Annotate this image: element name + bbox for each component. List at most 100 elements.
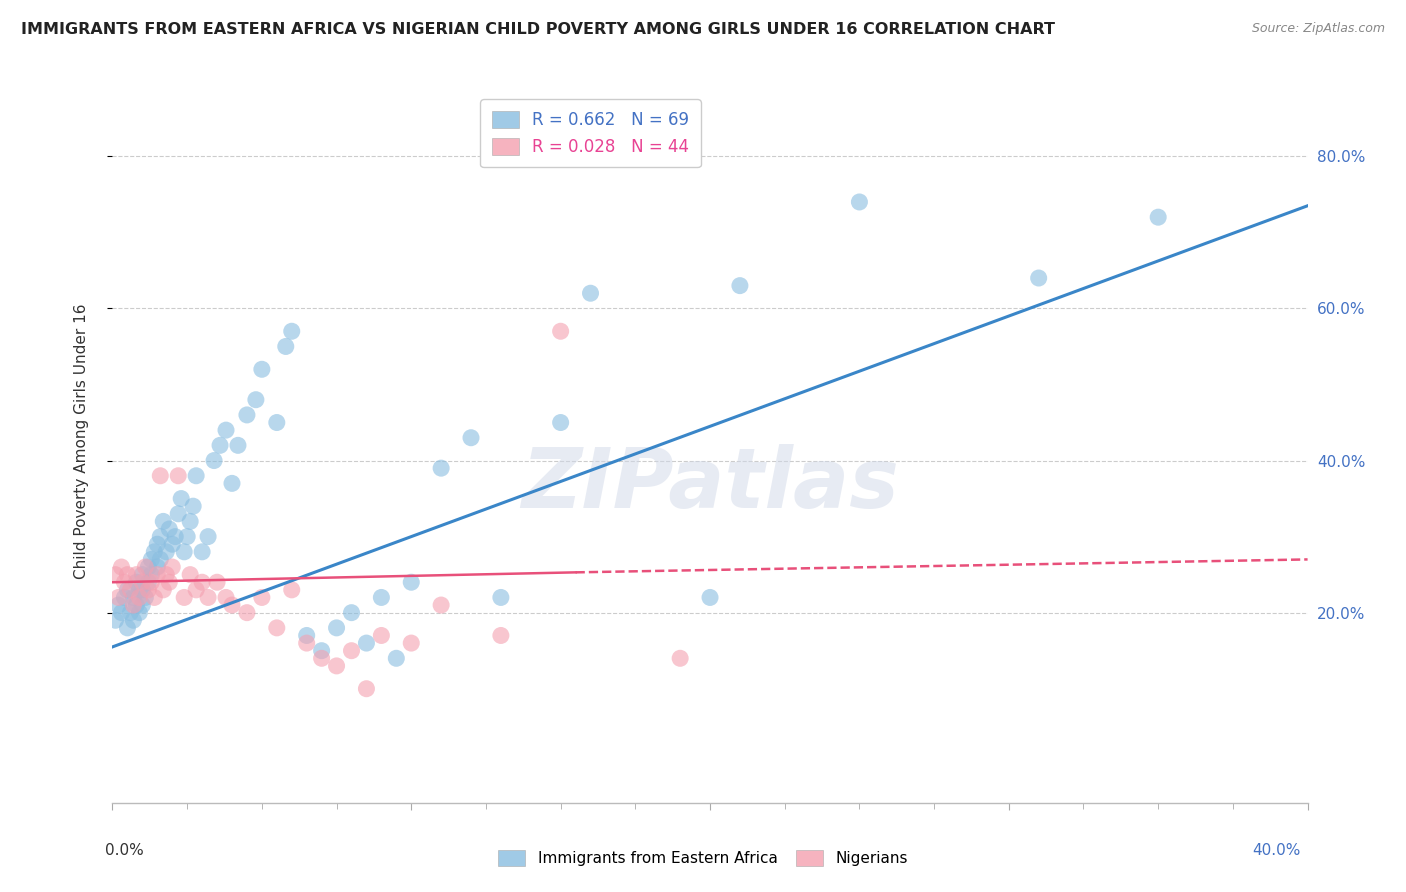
Point [149, 530, 172, 544]
Point [401, 575, 423, 590]
Point [114, 591, 135, 605]
Point [134, 560, 156, 574]
Point [138, 575, 160, 590]
Point [205, 575, 228, 590]
Point [128, 591, 150, 605]
Point [128, 606, 150, 620]
Point [146, 567, 169, 582]
Point [311, 651, 333, 665]
Point [550, 416, 572, 430]
Text: 0.0%: 0.0% [105, 843, 145, 858]
Point [430, 598, 453, 612]
Point [250, 362, 273, 376]
Text: ZIPatlas: ZIPatlas [522, 444, 898, 525]
Point [146, 537, 169, 551]
Point [325, 659, 347, 673]
Point [281, 324, 304, 338]
Point [104, 613, 127, 627]
Point [728, 278, 751, 293]
Point [152, 515, 174, 529]
Text: IMMIGRANTS FROM EASTERN AFRICA VS NIGERIAN CHILD POVERTY AMONG GIRLS UNDER 16 CO: IMMIGRANTS FROM EASTERN AFRICA VS NIGERI… [21, 22, 1054, 37]
Point [197, 591, 219, 605]
Legend: Immigrants from Eastern Africa, Nigerians: Immigrants from Eastern Africa, Nigerian… [491, 842, 915, 873]
Point [107, 598, 129, 612]
Point [550, 324, 572, 338]
Point [221, 476, 243, 491]
Point [157, 575, 180, 590]
Point [356, 636, 378, 650]
Point [114, 575, 135, 590]
Point [295, 628, 318, 642]
Point [848, 194, 870, 209]
Point [215, 591, 238, 605]
Point [162, 560, 183, 574]
Point [266, 416, 288, 430]
Point [138, 560, 160, 574]
Point [401, 636, 423, 650]
Point [120, 606, 142, 620]
Point [325, 621, 347, 635]
Point [266, 621, 288, 635]
Point [370, 591, 392, 605]
Point [489, 591, 512, 605]
Point [340, 606, 363, 620]
Point [186, 468, 208, 483]
Point [356, 681, 378, 696]
Point [669, 651, 692, 665]
Point [186, 582, 208, 597]
Point [385, 651, 408, 665]
Point [155, 567, 177, 582]
Point [141, 552, 163, 566]
Point [179, 567, 201, 582]
Point [125, 575, 148, 590]
Point [489, 628, 512, 642]
Point [117, 582, 139, 597]
Point [170, 491, 193, 506]
Point [173, 545, 195, 559]
Point [250, 591, 273, 605]
Point [311, 643, 333, 657]
Point [117, 567, 139, 582]
Point [191, 575, 214, 590]
Point [120, 582, 142, 597]
Point [1028, 271, 1050, 285]
Point [155, 545, 177, 559]
Point [143, 545, 166, 559]
Point [131, 582, 153, 597]
Point [162, 537, 183, 551]
Point [460, 431, 482, 445]
Point [179, 515, 201, 529]
Text: Source: ZipAtlas.com: Source: ZipAtlas.com [1251, 22, 1385, 36]
Point [141, 567, 163, 582]
Point [340, 643, 363, 657]
Point [131, 567, 153, 582]
Point [122, 613, 145, 627]
Point [579, 286, 602, 301]
Point [245, 392, 267, 407]
Point [157, 522, 180, 536]
Point [125, 598, 148, 612]
Point [122, 598, 145, 612]
Legend: R = 0.662   N = 69, R = 0.028   N = 44: R = 0.662 N = 69, R = 0.028 N = 44 [481, 99, 700, 168]
Point [122, 591, 145, 605]
Point [138, 582, 160, 597]
Point [197, 530, 219, 544]
Text: 40.0%: 40.0% [1253, 843, 1301, 858]
Point [107, 591, 129, 605]
Point [110, 606, 132, 620]
Point [117, 621, 139, 635]
Point [176, 530, 198, 544]
Point [191, 545, 214, 559]
Point [173, 591, 195, 605]
Point [274, 339, 297, 353]
Point [110, 560, 132, 574]
Point [149, 468, 172, 483]
Point [209, 438, 232, 452]
Point [134, 591, 156, 605]
Point [699, 591, 721, 605]
Y-axis label: Child Poverty Among Girls Under 16: Child Poverty Among Girls Under 16 [75, 304, 89, 579]
Point [226, 438, 249, 452]
Point [104, 567, 127, 582]
Point [131, 575, 153, 590]
Point [128, 582, 150, 597]
